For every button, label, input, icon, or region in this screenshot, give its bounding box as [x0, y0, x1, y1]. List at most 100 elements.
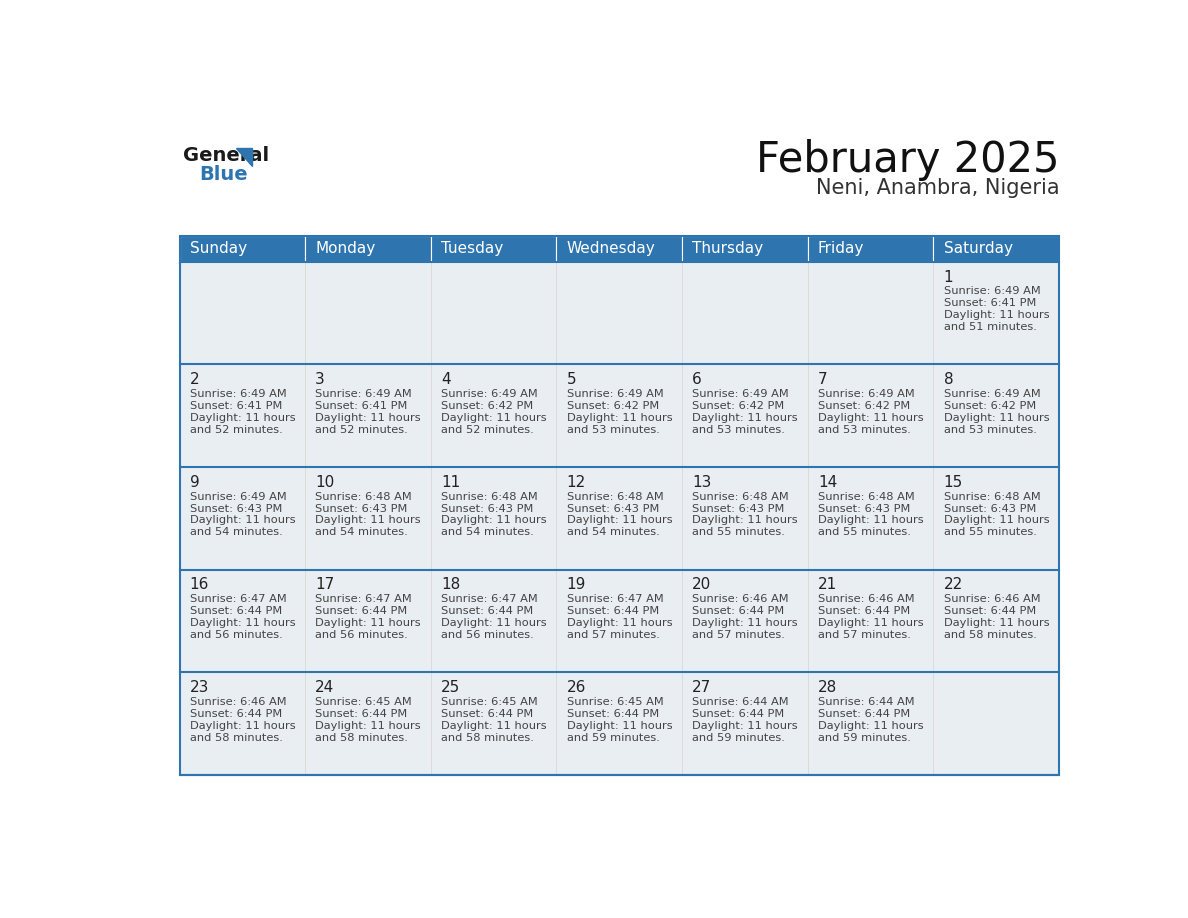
Text: Sunrise: 6:46 AM: Sunrise: 6:46 AM — [190, 697, 286, 707]
Text: and 59 minutes.: and 59 minutes. — [693, 733, 785, 743]
Text: 19: 19 — [567, 577, 586, 592]
Text: Sunset: 6:42 PM: Sunset: 6:42 PM — [441, 401, 533, 411]
Text: 27: 27 — [693, 680, 712, 695]
Text: and 53 minutes.: and 53 minutes. — [567, 425, 659, 435]
Bar — [682, 569, 808, 672]
Bar — [431, 364, 556, 467]
Text: 9: 9 — [190, 475, 200, 489]
Text: Daylight: 11 hours: Daylight: 11 hours — [817, 618, 923, 628]
Bar — [179, 672, 305, 775]
Text: Daylight: 11 hours: Daylight: 11 hours — [190, 618, 295, 628]
Bar — [556, 262, 682, 364]
Text: and 59 minutes.: and 59 minutes. — [567, 733, 659, 743]
Text: Sunrise: 6:48 AM: Sunrise: 6:48 AM — [567, 492, 663, 501]
Text: 5: 5 — [567, 372, 576, 387]
Text: Daylight: 11 hours: Daylight: 11 hours — [315, 413, 421, 423]
Text: and 58 minutes.: and 58 minutes. — [441, 733, 533, 743]
Text: Daylight: 11 hours: Daylight: 11 hours — [567, 618, 672, 628]
Text: and 52 minutes.: and 52 minutes. — [190, 425, 283, 435]
Text: Sunrise: 6:48 AM: Sunrise: 6:48 AM — [441, 492, 538, 501]
Text: Friday: Friday — [817, 241, 864, 256]
Text: Sunset: 6:42 PM: Sunset: 6:42 PM — [567, 401, 659, 411]
Text: and 54 minutes.: and 54 minutes. — [315, 528, 407, 537]
Text: Daylight: 11 hours: Daylight: 11 hours — [441, 413, 546, 423]
Text: 16: 16 — [190, 577, 209, 592]
Text: Sunset: 6:41 PM: Sunset: 6:41 PM — [190, 401, 282, 411]
Text: Daylight: 11 hours: Daylight: 11 hours — [567, 516, 672, 525]
Text: Daylight: 11 hours: Daylight: 11 hours — [441, 618, 546, 628]
Text: and 57 minutes.: and 57 minutes. — [567, 630, 659, 640]
Text: Saturday: Saturday — [943, 241, 1012, 256]
Text: Sunset: 6:44 PM: Sunset: 6:44 PM — [567, 709, 659, 719]
Bar — [556, 467, 682, 569]
Text: and 57 minutes.: and 57 minutes. — [693, 630, 785, 640]
Text: and 54 minutes.: and 54 minutes. — [567, 528, 659, 537]
Text: Daylight: 11 hours: Daylight: 11 hours — [441, 721, 546, 731]
Text: Daylight: 11 hours: Daylight: 11 hours — [693, 413, 798, 423]
Text: 6: 6 — [693, 372, 702, 387]
Bar — [808, 569, 934, 672]
Bar — [431, 672, 556, 775]
Text: Daylight: 11 hours: Daylight: 11 hours — [441, 516, 546, 525]
Bar — [431, 569, 556, 672]
Bar — [682, 467, 808, 569]
Bar — [305, 262, 431, 364]
Bar — [556, 672, 682, 775]
Text: 14: 14 — [817, 475, 838, 489]
Text: and 55 minutes.: and 55 minutes. — [817, 528, 911, 537]
Bar — [431, 262, 556, 364]
Text: Sunset: 6:44 PM: Sunset: 6:44 PM — [567, 606, 659, 616]
Text: Neni, Anambra, Nigeria: Neni, Anambra, Nigeria — [815, 178, 1060, 198]
Text: 4: 4 — [441, 372, 450, 387]
Text: Daylight: 11 hours: Daylight: 11 hours — [693, 618, 798, 628]
Text: Sunrise: 6:45 AM: Sunrise: 6:45 AM — [441, 697, 538, 707]
Text: 20: 20 — [693, 577, 712, 592]
Text: Sunset: 6:43 PM: Sunset: 6:43 PM — [567, 504, 659, 513]
Text: and 56 minutes.: and 56 minutes. — [190, 630, 283, 640]
Text: Daylight: 11 hours: Daylight: 11 hours — [567, 721, 672, 731]
Bar — [934, 672, 1060, 775]
Text: General: General — [183, 146, 270, 164]
Bar — [808, 467, 934, 569]
Bar — [179, 262, 305, 364]
Bar — [431, 236, 556, 262]
Text: 11: 11 — [441, 475, 460, 489]
Text: Sunrise: 6:45 AM: Sunrise: 6:45 AM — [315, 697, 412, 707]
Text: Sunrise: 6:46 AM: Sunrise: 6:46 AM — [817, 594, 915, 604]
Text: Daylight: 11 hours: Daylight: 11 hours — [190, 516, 295, 525]
Text: Sunset: 6:44 PM: Sunset: 6:44 PM — [817, 606, 910, 616]
Bar — [179, 236, 305, 262]
Bar — [305, 364, 431, 467]
Bar — [431, 467, 556, 569]
Text: Sunrise: 6:46 AM: Sunrise: 6:46 AM — [693, 594, 789, 604]
Text: 23: 23 — [190, 680, 209, 695]
Bar — [934, 467, 1060, 569]
Text: Daylight: 11 hours: Daylight: 11 hours — [190, 413, 295, 423]
Text: 21: 21 — [817, 577, 838, 592]
Bar — [682, 672, 808, 775]
Text: Sunrise: 6:46 AM: Sunrise: 6:46 AM — [943, 594, 1041, 604]
Text: and 51 minutes.: and 51 minutes. — [943, 322, 1036, 332]
Text: 2: 2 — [190, 372, 200, 387]
Text: 24: 24 — [315, 680, 335, 695]
Text: and 55 minutes.: and 55 minutes. — [693, 528, 785, 537]
Text: Sunset: 6:43 PM: Sunset: 6:43 PM — [190, 504, 282, 513]
Text: Sunset: 6:44 PM: Sunset: 6:44 PM — [315, 709, 407, 719]
Text: and 52 minutes.: and 52 minutes. — [441, 425, 533, 435]
Text: Daylight: 11 hours: Daylight: 11 hours — [315, 618, 421, 628]
Text: Sunrise: 6:49 AM: Sunrise: 6:49 AM — [190, 389, 286, 399]
Text: Sunset: 6:43 PM: Sunset: 6:43 PM — [441, 504, 533, 513]
Text: Daylight: 11 hours: Daylight: 11 hours — [817, 721, 923, 731]
Bar — [682, 262, 808, 364]
Bar — [556, 236, 682, 262]
Text: Sunday: Sunday — [190, 241, 247, 256]
Text: Sunrise: 6:44 AM: Sunrise: 6:44 AM — [817, 697, 915, 707]
Text: Sunrise: 6:47 AM: Sunrise: 6:47 AM — [315, 594, 412, 604]
Bar — [179, 467, 305, 569]
Text: Sunrise: 6:49 AM: Sunrise: 6:49 AM — [441, 389, 538, 399]
Text: Sunrise: 6:48 AM: Sunrise: 6:48 AM — [817, 492, 915, 501]
Text: Sunrise: 6:44 AM: Sunrise: 6:44 AM — [693, 697, 789, 707]
Text: Sunrise: 6:48 AM: Sunrise: 6:48 AM — [315, 492, 412, 501]
Text: Daylight: 11 hours: Daylight: 11 hours — [190, 721, 295, 731]
Text: Sunset: 6:42 PM: Sunset: 6:42 PM — [943, 401, 1036, 411]
